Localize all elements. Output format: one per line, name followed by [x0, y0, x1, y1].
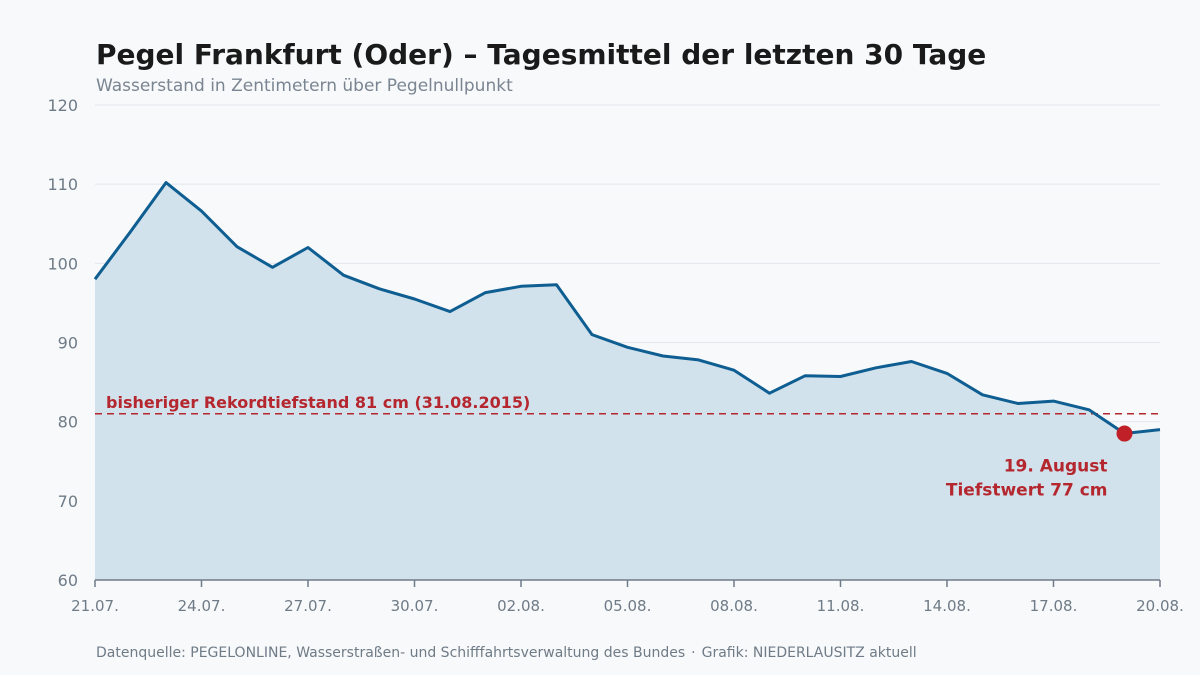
- record-low-label: bisheriger Rekordtiefstand 81 cm (31.08.…: [106, 393, 530, 412]
- water-level-area: [95, 182, 1160, 580]
- x-tick-label: 08.08.: [710, 597, 758, 615]
- x-tick-label: 11.08.: [817, 597, 865, 615]
- x-tick-label: 17.08.: [1030, 597, 1078, 615]
- y-axis-ticks: 60 70 80 90 100 110 120: [47, 96, 78, 590]
- water-level-line: [93, 181, 1161, 435]
- x-tick-label: 27.07.: [284, 597, 332, 615]
- lowest-value-label: Tiefstwert 77 cm: [946, 481, 1108, 501]
- y-tick-label: 100: [47, 254, 78, 273]
- lowest-value-marker: [1116, 425, 1133, 442]
- lowest-date-label: 19. August: [1004, 457, 1108, 477]
- y-tick-label: 70: [58, 492, 78, 511]
- chart-title: Pegel Frankfurt (Oder) – Tagesmittel der…: [96, 38, 987, 71]
- y-tick-label: 60: [58, 571, 78, 590]
- y-tick-label: 80: [58, 413, 78, 432]
- y-tick-label: 90: [58, 334, 78, 353]
- x-axis-ticks: 21.07. 24.07. 27.07. 30.07. 02.08. 05.08. 08.0…: [71, 580, 1184, 615]
- x-tick-label: 24.07.: [178, 597, 226, 615]
- footer-credits: Datenquelle: PEGELONLINE, Wasserstraßen-…: [96, 645, 917, 661]
- x-tick-label: 30.07.: [391, 597, 439, 615]
- x-tick-label: 05.08.: [604, 597, 652, 615]
- footer-separator: ·: [691, 645, 696, 661]
- y-tick-label: 110: [47, 175, 78, 194]
- x-tick-label: 21.07.: [71, 597, 119, 615]
- x-tick-label: 14.08.: [923, 597, 971, 615]
- y-tick-label: 120: [47, 96, 78, 115]
- data-source: Datenquelle: PEGELONLINE, Wasserstraßen-…: [96, 645, 686, 661]
- x-tick-label: 02.08.: [497, 597, 545, 615]
- graphic-credit: Grafik: NIEDERLAUSITZ aktuell: [701, 645, 917, 661]
- x-tick-label: 20.08.: [1136, 597, 1184, 615]
- chart-subtitle: Wasserstand in Zentimetern über Pegelnul…: [96, 76, 513, 96]
